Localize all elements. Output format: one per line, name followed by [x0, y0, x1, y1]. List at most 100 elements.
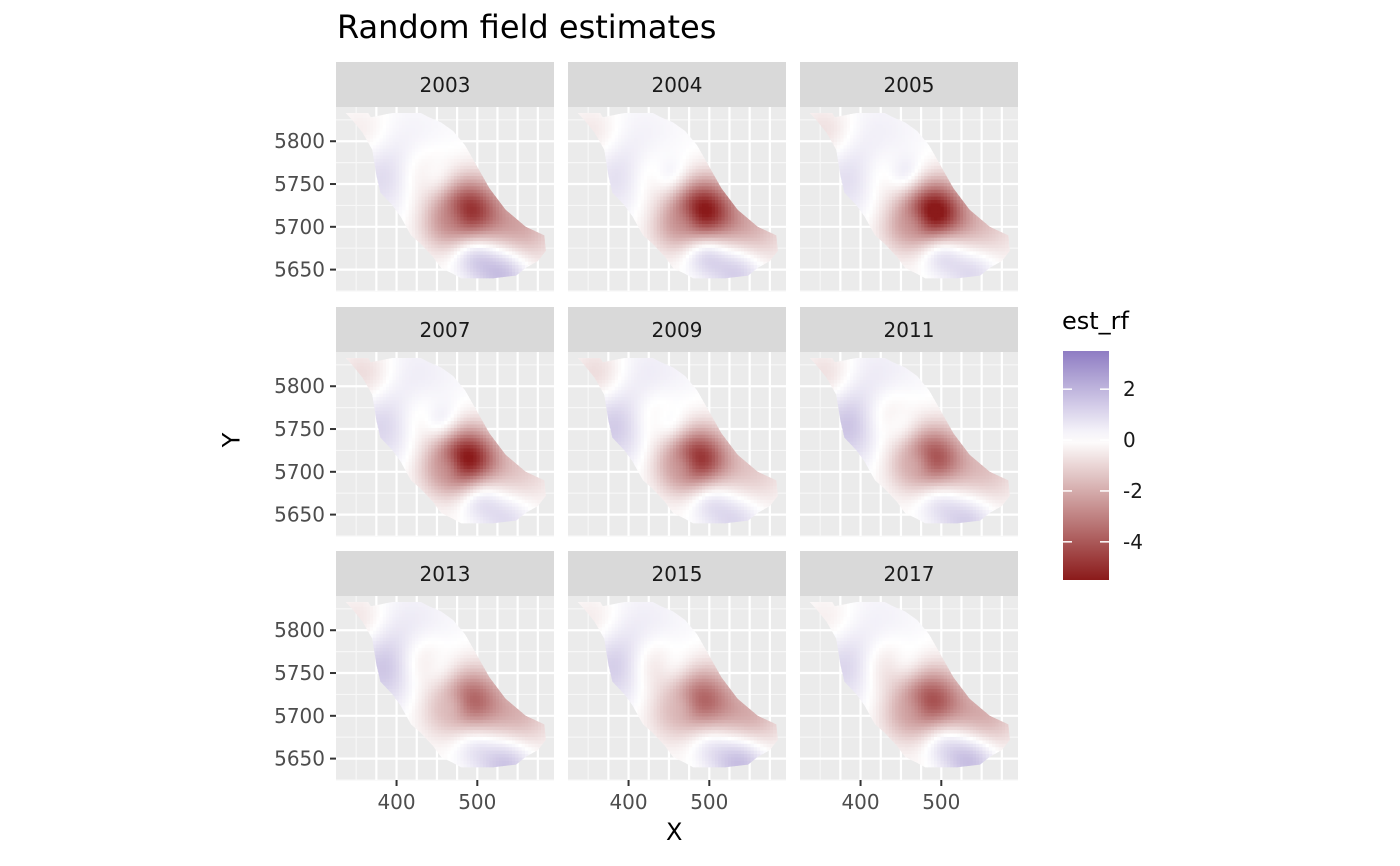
field-cell [466, 213, 471, 218]
field-cell [608, 141, 613, 146]
field-cell [637, 209, 642, 214]
field-cell [440, 144, 445, 149]
field-cell [376, 154, 381, 159]
field-cell [508, 261, 513, 266]
field-cell [466, 223, 471, 228]
field-cell [379, 161, 384, 166]
field-cell [605, 117, 609, 122]
field-cell [466, 172, 471, 177]
field-cell [505, 213, 510, 218]
field-cell [479, 175, 484, 180]
field-cell [460, 264, 465, 269]
field-cell [634, 137, 639, 142]
field-cell [656, 192, 661, 197]
field-cell [621, 154, 626, 159]
field-cell [630, 158, 635, 163]
field-cell [647, 216, 651, 221]
field-cell [392, 137, 397, 142]
field-cell [624, 192, 629, 197]
field-cell [634, 127, 639, 132]
field-cell [466, 233, 471, 238]
field-cell [512, 240, 516, 245]
field-cell [682, 161, 687, 166]
field-cell [373, 120, 377, 125]
field-cell [453, 154, 458, 159]
field-cell [424, 226, 429, 231]
field-cell [376, 127, 381, 132]
field-cell [463, 237, 468, 242]
field-cell [411, 192, 416, 197]
field-cell [492, 267, 497, 272]
field-cell [618, 165, 622, 170]
field-cell [682, 267, 687, 272]
field-cell [605, 127, 609, 132]
field-cell [356, 113, 361, 118]
field-cell [453, 247, 458, 252]
field-cell [408, 148, 413, 153]
field-cell [524, 237, 529, 242]
field-cell [395, 185, 400, 190]
field-cell [398, 113, 403, 115]
field-cell [447, 219, 452, 224]
field-cell [531, 261, 536, 266]
field-cell [476, 189, 481, 194]
field-cell [466, 243, 471, 248]
field-cell [392, 113, 397, 118]
field-cell [431, 165, 436, 170]
field-cell [611, 158, 616, 163]
field-cell [679, 141, 684, 146]
field-cell [415, 148, 419, 153]
field-cell [518, 233, 523, 238]
field-cell [682, 264, 687, 269]
field-cell [656, 226, 661, 231]
field-cell [418, 196, 423, 201]
field-cell [447, 216, 452, 221]
field-cell [421, 233, 426, 238]
field-cell [524, 240, 529, 245]
field-cell [440, 148, 445, 153]
field-cell [437, 127, 442, 132]
field-cell [434, 168, 439, 173]
field-cell [640, 196, 645, 201]
field-cell [682, 223, 687, 228]
field-cell [447, 182, 452, 187]
field-cell [460, 144, 465, 149]
field-cell [453, 178, 458, 183]
field-cell [411, 172, 416, 177]
field-cell [643, 168, 648, 173]
field-cell [682, 185, 687, 190]
field-cell [682, 230, 687, 235]
field-cell [424, 137, 429, 142]
field-cell [398, 168, 403, 173]
field-cell [466, 202, 471, 207]
field-cell [528, 243, 532, 248]
field-cell [353, 120, 358, 125]
field-cell [453, 250, 458, 255]
field-cell [521, 223, 526, 228]
field-cell [402, 151, 407, 156]
field-cell [434, 127, 439, 132]
field-cell [653, 172, 658, 177]
field-cell [453, 219, 458, 224]
field-cell [408, 219, 413, 224]
field-cell [440, 172, 445, 177]
field-cell [482, 274, 487, 279]
field-cell [672, 168, 677, 173]
field-cell [447, 209, 452, 214]
field-cell [656, 127, 661, 132]
field-cell [656, 209, 661, 214]
field-cell [463, 223, 468, 228]
field-cell [618, 158, 622, 163]
field-cell [482, 226, 487, 231]
field-cell [634, 178, 639, 183]
field-cell [444, 240, 449, 245]
field-cell [360, 124, 365, 129]
field-cell [666, 165, 671, 170]
field-cell [431, 216, 436, 221]
field-cell [608, 113, 613, 118]
field-cell [495, 219, 500, 224]
field-cell [528, 240, 532, 245]
field-cell [666, 182, 671, 187]
field-cell [663, 148, 668, 153]
field-cell [653, 161, 658, 166]
